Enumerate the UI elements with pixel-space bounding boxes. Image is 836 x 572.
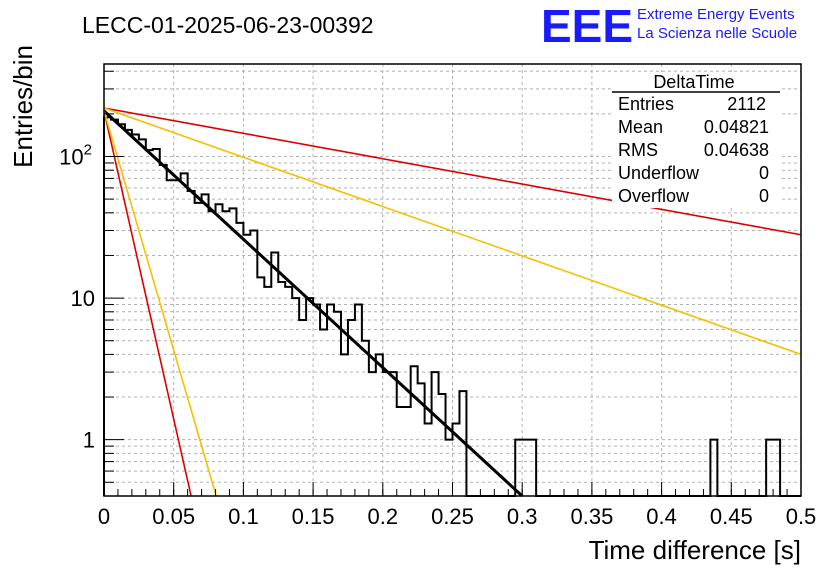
red-line-shallow (103, 107, 802, 236)
stats-label-rms: RMS (618, 140, 658, 160)
y-tick-label: 1 (83, 428, 95, 453)
stats-title: DeltaTime (653, 72, 734, 92)
yellow-line-shallow (103, 107, 802, 356)
axis-ticks (103, 70, 802, 497)
y-tick-labels: 1 10 102 (59, 141, 95, 452)
x-tick-label: 0.5 (786, 504, 817, 529)
stats-value-mean: 0.04821 (704, 117, 769, 137)
stats-label-underflow: Underflow (618, 163, 700, 183)
stats-value-underflow: 0 (759, 163, 769, 183)
logo-subtitle-1: Extreme Energy Events (637, 6, 795, 23)
x-tick-label: 0.1 (228, 504, 259, 529)
stats-value-overflow: 0 (759, 186, 769, 206)
x-tick-labels: 0 0.05 0.1 0.15 0.2 0.25 0.3 0.35 0.4 0.45 0.5 (98, 504, 816, 529)
x-tick-label: 0.4 (646, 504, 677, 529)
stats-label-entries: Entries (618, 94, 674, 114)
x-tick-label: 0.3 (507, 504, 538, 529)
x-axis-label: Time difference [s] (589, 535, 801, 565)
run-title: LECC-01-2025-06-23-00392 (82, 12, 374, 38)
red-line-steep (103, 110, 192, 497)
eee-logo: EEE Extreme Energy Events La Scienza nel… (541, 0, 797, 52)
stats-label-mean: Mean (618, 117, 663, 137)
stats-box: DeltaTime Entries 2112 Mean 0.04821 RMS … (612, 72, 780, 208)
fit-line (102, 109, 524, 498)
x-tick-label: 0.35 (570, 504, 613, 529)
yellow-line-steep (103, 110, 217, 497)
x-tick-label: 0.25 (431, 504, 474, 529)
x-tick-label: 0.2 (368, 504, 399, 529)
logo-subtitle-2: La Scienza nelle Scuole (637, 25, 797, 42)
x-tick-label: 0 (98, 504, 110, 529)
x-tick-label: 0.15 (292, 504, 335, 529)
y-tick-label: 102 (59, 141, 92, 169)
y-axis-label: Entries/bin (8, 45, 38, 168)
stats-value-rms: 0.04638 (704, 140, 769, 160)
x-tick-label: 0.05 (152, 504, 195, 529)
stats-value-entries: 2112 (727, 94, 766, 114)
y-tick-label: 10 (71, 286, 95, 311)
x-tick-label: 0.45 (710, 504, 753, 529)
logo-text: EEE (541, 0, 633, 52)
stats-label-overflow: Overflow (618, 186, 690, 206)
